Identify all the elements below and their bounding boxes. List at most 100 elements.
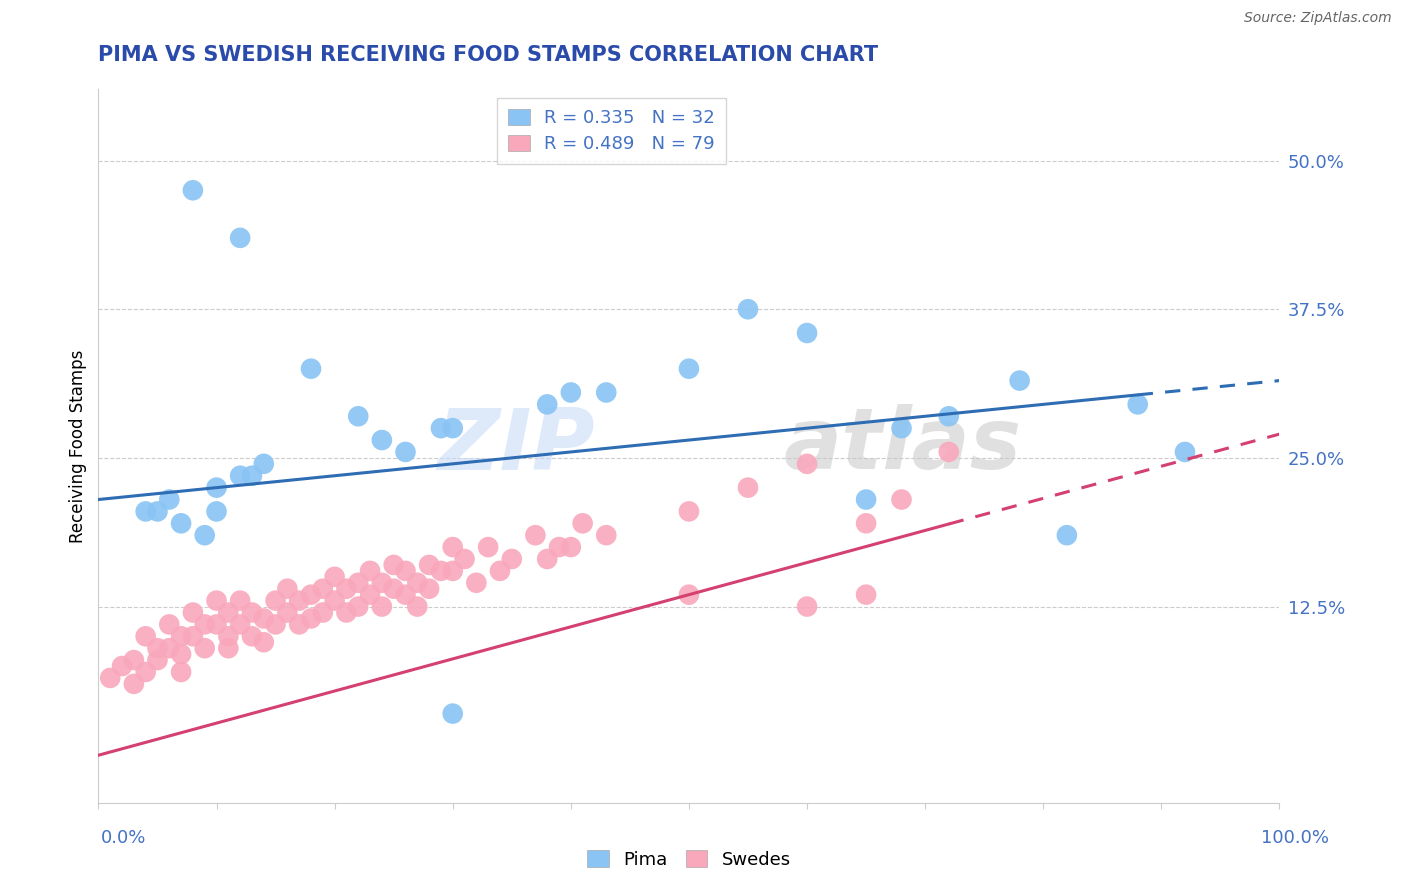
Text: ZIP: ZIP [437,404,595,488]
Point [229,593,252,607]
Point [253,611,276,625]
Point [122,677,145,691]
Point [253,457,276,471]
Point [441,540,464,554]
Point [170,516,193,531]
Text: Source: ZipAtlas.com: Source: ZipAtlas.com [1244,12,1392,25]
Point [371,575,394,590]
Point [181,183,204,197]
Point [796,457,818,471]
Point [453,552,475,566]
Point [489,564,512,578]
Point [135,665,157,679]
Point [441,706,464,721]
Point [1056,528,1078,542]
Point [299,361,322,376]
Point [796,599,818,614]
Point [855,492,877,507]
Point [264,617,287,632]
Point [560,540,582,554]
Point [217,629,239,643]
Point [465,575,488,590]
Point [1174,445,1197,459]
Point [890,492,912,507]
Legend: Pima, Swedes: Pima, Swedes [579,843,799,876]
Point [229,617,252,632]
Point [170,647,193,661]
Point [181,629,204,643]
Point [240,468,263,483]
Point [371,433,394,447]
Point [571,516,593,531]
Point [157,641,180,656]
Point [347,599,370,614]
Point [938,445,960,459]
Text: atlas: atlas [783,404,1022,488]
Point [536,397,558,411]
Point [299,611,322,625]
Point [382,582,405,596]
Point [430,564,453,578]
Point [312,582,335,596]
Point [441,421,464,435]
Point [194,528,217,542]
Point [347,575,370,590]
Point [205,617,228,632]
Point [678,361,700,376]
Point [335,606,357,620]
Point [418,558,440,572]
Point [335,582,357,596]
Point [194,641,217,656]
Point [264,593,287,607]
Point [430,421,453,435]
Point [323,570,346,584]
Point [135,629,157,643]
Point [890,421,912,435]
Point [217,606,239,620]
Point [394,588,416,602]
Point [288,593,311,607]
Point [299,588,322,602]
Point [359,564,381,578]
Point [382,558,405,572]
Point [1126,397,1149,411]
Point [418,582,440,596]
Point [477,540,499,554]
Point [524,528,547,542]
Point [371,599,394,614]
Point [406,599,429,614]
Point [796,326,818,340]
Point [122,653,145,667]
Point [394,445,416,459]
Point [595,385,617,400]
Point [253,635,276,649]
Point [323,593,346,607]
Point [157,617,180,632]
Point [678,504,700,518]
Point [312,606,335,620]
Point [146,641,169,656]
Point [217,641,239,656]
Point [181,606,204,620]
Point [146,504,169,518]
Point [194,617,217,632]
Point [1008,374,1031,388]
Point [170,665,193,679]
Point [855,588,877,602]
Point [205,481,228,495]
Point [406,575,429,590]
Point [288,617,311,632]
Point [359,588,381,602]
Point [595,528,617,542]
Text: 100.0%: 100.0% [1261,829,1329,847]
Y-axis label: Receiving Food Stamps: Receiving Food Stamps [69,350,87,542]
Point [678,588,700,602]
Point [157,492,180,507]
Point [111,659,134,673]
Point [347,409,370,424]
Point [394,564,416,578]
Point [240,606,263,620]
Point [276,582,298,596]
Point [170,629,193,643]
Point [737,302,759,317]
